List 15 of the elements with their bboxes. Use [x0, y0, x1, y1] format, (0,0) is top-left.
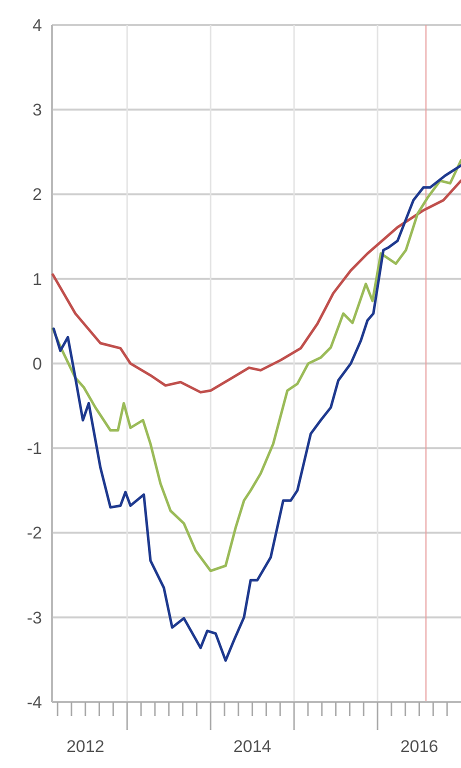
line-series	[52, 179, 461, 394]
x-tick-label: 2012	[66, 737, 104, 756]
y-tick-label: 2	[32, 185, 42, 204]
y-tick-label: 3	[32, 100, 42, 120]
y-tick-label: -3	[26, 608, 42, 628]
x-tick-label: 2014	[233, 737, 272, 756]
x-tick-label: 2016	[400, 737, 438, 756]
y-tick-label: 0	[32, 354, 42, 374]
line-series	[52, 159, 461, 572]
y-tick-label: 1	[32, 270, 42, 289]
y-tick-label: -4	[26, 692, 42, 712]
y-tick-label: -2	[26, 524, 42, 543]
y-tick-label: -1	[26, 439, 42, 458]
line-series	[52, 164, 461, 662]
y-tick-label: 4	[32, 16, 42, 35]
